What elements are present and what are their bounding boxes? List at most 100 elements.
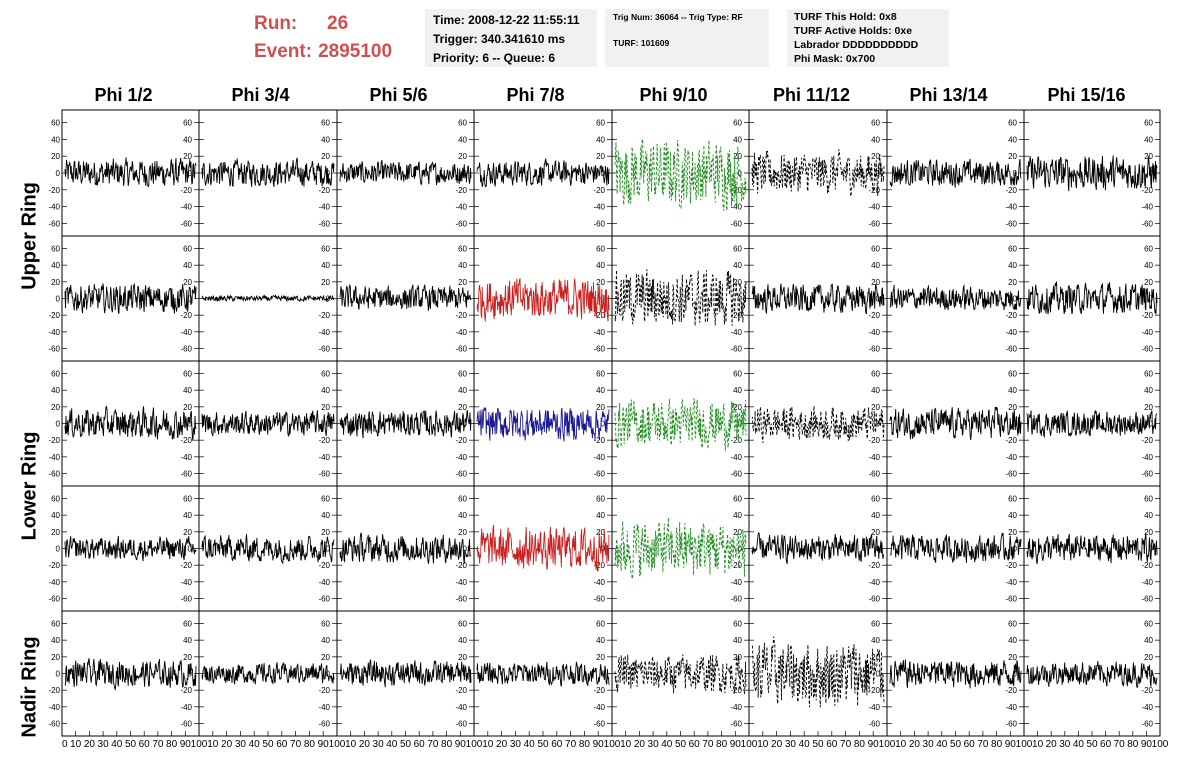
ytick-label: 60 xyxy=(1008,119,1017,128)
xtick-label: 60 xyxy=(551,739,563,750)
ytick-label: 40 xyxy=(458,135,467,144)
event-value: 2895100 xyxy=(318,41,393,62)
ytick-label: 40 xyxy=(51,386,60,395)
ytick-label: 0 xyxy=(56,169,61,178)
waveform-r0-c0 xyxy=(64,157,197,188)
ytick-label: 20 xyxy=(596,152,605,161)
ytick-label: -60 xyxy=(318,345,330,354)
ytick-label: -20 xyxy=(1005,686,1017,695)
ytick-label: 60 xyxy=(51,119,60,128)
xtick-label: 10 xyxy=(895,739,907,750)
ytick-label: 0 xyxy=(738,169,743,178)
ytick-label: -60 xyxy=(593,470,605,479)
ytick-label: -40 xyxy=(455,203,467,212)
ytick-label: -40 xyxy=(1141,578,1153,587)
xtick-label: 30 xyxy=(98,739,110,750)
xtick-label: 40 xyxy=(1073,739,1085,750)
ytick-label: 40 xyxy=(321,386,330,395)
xtick-label: 60 xyxy=(964,739,976,750)
ytick-label: 0 xyxy=(463,545,468,554)
ytick-label: 60 xyxy=(871,119,880,128)
xtick-label: 20 xyxy=(771,739,783,750)
xtick-label: 70 xyxy=(840,739,852,750)
xtick-label: 30 xyxy=(373,739,385,750)
ytick-label: 60 xyxy=(458,119,467,128)
ytick-label: -60 xyxy=(48,345,60,354)
ytick-label: -60 xyxy=(318,720,330,729)
xtick-label: 90 xyxy=(318,739,330,750)
ytick-label: 60 xyxy=(733,620,742,629)
xtick-label: 100 xyxy=(879,739,896,750)
ytick-label: -20 xyxy=(593,686,605,695)
xtick-label: 50 xyxy=(125,739,137,750)
ytick-label: 60 xyxy=(321,370,330,379)
xtick-label: 60 xyxy=(689,739,701,750)
xtick-label: 30 xyxy=(648,739,660,750)
ytick-label: 60 xyxy=(1144,620,1153,629)
ytick-label: -40 xyxy=(593,453,605,462)
ytick-label: -60 xyxy=(730,470,742,479)
xtick-label: 90 xyxy=(1141,739,1153,750)
ytick-label: 0 xyxy=(463,295,468,304)
ytick-label: 0 xyxy=(876,670,881,679)
xtick-label: 10 xyxy=(345,739,357,750)
ytick-label: 20 xyxy=(321,278,330,287)
ytick-label: 0 xyxy=(601,420,606,429)
ytick-label: -40 xyxy=(180,203,192,212)
ytick-label: 20 xyxy=(183,403,192,412)
ytick-label: 40 xyxy=(871,135,880,144)
ytick-label: 20 xyxy=(183,528,192,537)
ytick-label: -20 xyxy=(1005,186,1017,195)
ytick-label: -60 xyxy=(593,345,605,354)
xtick-label: 70 xyxy=(977,739,989,750)
ytick-label: 20 xyxy=(458,528,467,537)
ytick-label: 40 xyxy=(733,386,742,395)
ytick-label: -60 xyxy=(868,219,880,228)
ytick-label: 60 xyxy=(183,620,192,629)
xtick-label: 60 xyxy=(826,739,838,750)
ytick-label: 40 xyxy=(1144,386,1153,395)
waveform-r3-c6 xyxy=(889,532,1022,564)
ytick-label: 0 xyxy=(56,545,61,554)
ytick-label: -60 xyxy=(318,470,330,479)
ytick-label: -40 xyxy=(48,203,60,212)
xtick-label: 90 xyxy=(455,739,467,750)
waveform-r4-c0 xyxy=(64,658,197,691)
ytick-label: 20 xyxy=(871,278,880,287)
ytick-label: 20 xyxy=(458,278,467,287)
ytick-label: -60 xyxy=(455,595,467,604)
ytick-label: -20 xyxy=(318,311,330,320)
ytick-label: -60 xyxy=(1141,595,1153,604)
turf-num-text: TURF: 101609 xyxy=(613,38,670,48)
waveform-r4-c2 xyxy=(339,658,472,688)
ytick-label: 60 xyxy=(1008,370,1017,379)
ytick-label: 60 xyxy=(733,370,742,379)
xtick-label: 30 xyxy=(235,739,247,750)
ytick-label: 40 xyxy=(458,636,467,645)
xtick-label: 30 xyxy=(510,739,522,750)
xtick-label: 70 xyxy=(152,739,164,750)
ytick-label: 0 xyxy=(601,295,606,304)
ytick-label: -40 xyxy=(318,203,330,212)
ytick-label: 40 xyxy=(321,261,330,270)
ytick-label: -40 xyxy=(730,328,742,337)
ytick-label: 40 xyxy=(183,135,192,144)
ytick-label: 20 xyxy=(733,152,742,161)
waveform-r2-c2 xyxy=(339,409,472,439)
ytick-label: -40 xyxy=(455,328,467,337)
xtick-label: 30 xyxy=(1059,739,1071,750)
ytick-label: 60 xyxy=(733,119,742,128)
ytick-label: -20 xyxy=(48,561,60,570)
ytick-label: -40 xyxy=(868,453,880,462)
ytick-label: 40 xyxy=(871,386,880,395)
xtick-label: 60 xyxy=(414,739,426,750)
ytick-label: 20 xyxy=(1144,653,1153,662)
ytick-label: 0 xyxy=(738,670,743,679)
waveform-r3-c0 xyxy=(64,535,197,562)
ytick-label: 60 xyxy=(51,495,60,504)
ytick-label: 40 xyxy=(183,261,192,270)
panel-frame-r1-c5 xyxy=(748,235,888,362)
col-label-5: Phi 9/10 xyxy=(639,85,708,105)
ytick-label: 20 xyxy=(871,152,880,161)
